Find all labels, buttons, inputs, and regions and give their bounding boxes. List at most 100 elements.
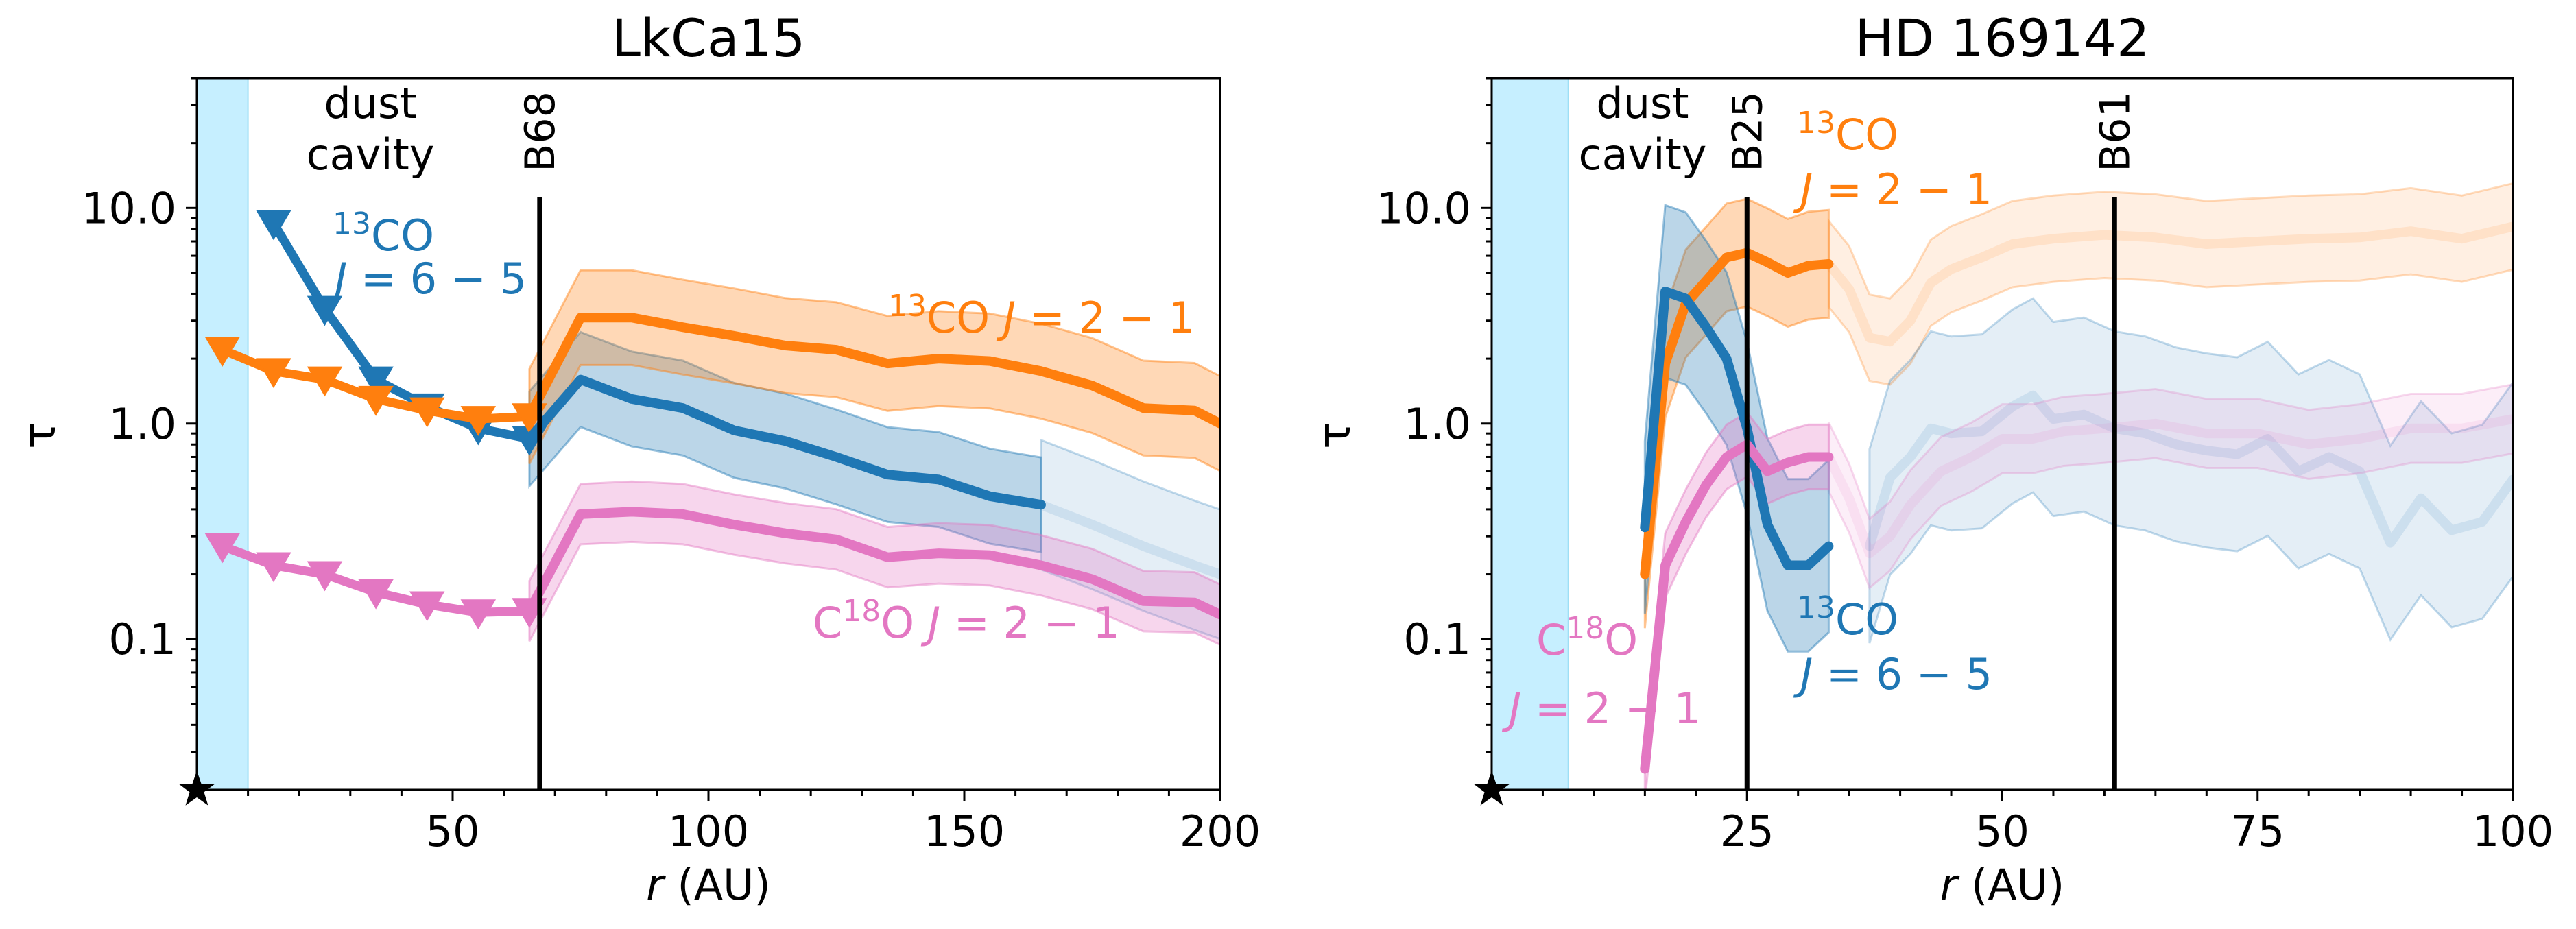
series-annotation-line2: J = 2 − 1	[1793, 165, 1992, 215]
faded-band-1	[1868, 297, 2513, 644]
panel-2: B25 B61 0.1 1.0 10.0 25 50 75 100 HD 169142 r (AU)…	[1308, 8, 2553, 910]
panel-1: B68 0.1 1.0 10.0 50 100 150 200 LkCa15 r (AU) τ dus…	[13, 8, 1261, 910]
x-tick-label: 75	[2230, 806, 2285, 856]
upper-limit-marker	[409, 591, 445, 622]
error-band-1	[1643, 204, 1830, 653]
y-axis-label: τ	[13, 422, 66, 449]
annotation-superscript: 13	[1797, 106, 1835, 141]
series-line-2	[524, 507, 1220, 620]
annotation-space	[990, 293, 1003, 343]
upper-limit-marker	[204, 337, 241, 367]
x-axis-label: r (AU)	[646, 860, 770, 910]
annotation-text: C	[1536, 615, 1566, 665]
x-axis-label-var: r	[646, 860, 666, 910]
series-annotation-co13_65: 13CO	[1797, 590, 1898, 644]
annotation-text: = 6 − 5	[1813, 649, 1992, 699]
series-annotation-line2: J = 2 − 1	[1501, 684, 1701, 734]
x-tick-label: 50	[1975, 806, 2029, 856]
chart-title: LkCa15	[612, 8, 806, 69]
series-line-1	[1640, 287, 1834, 570]
faded-line-0	[1036, 500, 1220, 579]
chart-title: HD 169142	[1855, 8, 2150, 69]
series-annotation-co13_21: 13CO J = 2 − 1	[888, 289, 1195, 343]
faded-line-2	[1824, 414, 2513, 559]
annotation-text: C	[813, 598, 842, 648]
x-tick-label: 100	[2472, 806, 2553, 856]
annotation-italic: J	[1793, 649, 1813, 699]
series-annotation-co13_65: 13CO	[333, 206, 434, 261]
dust-cavity-label: dust	[324, 78, 416, 128]
faded-line-0	[1824, 221, 2513, 347]
annotation-text: O	[881, 598, 914, 648]
annotation-italic: J	[1793, 165, 1813, 215]
upper-limit-marker	[409, 397, 445, 428]
ring-label-B68: B68	[516, 91, 564, 172]
ring-label-bg	[1724, 75, 1771, 189]
annotation-text: CO	[927, 293, 990, 343]
upper-limit-marker	[307, 366, 343, 397]
ring-label-B25: B25	[1724, 91, 1772, 172]
x-tick-label: 150	[924, 806, 1005, 856]
annotation-superscript: 13	[333, 206, 371, 241]
dust-cavity-region	[196, 77, 249, 791]
ring-label-bg	[2091, 75, 2138, 189]
plot-area	[1640, 182, 2513, 790]
annotation-text: = 2 − 1	[1813, 165, 1992, 215]
x-axis-label-unit: (AU)	[664, 860, 771, 910]
series-line-2	[1640, 439, 1834, 774]
annotation-superscript: 18	[1566, 611, 1604, 646]
upper-limit-marker	[307, 561, 343, 592]
upper-limit-marker	[358, 366, 394, 397]
y-axis-label: τ	[1308, 422, 1361, 449]
x-tick-label: 25	[1720, 806, 1774, 856]
x-tick-label: 50	[426, 806, 480, 856]
upper-limit-marker	[256, 210, 291, 241]
annotation-space	[914, 598, 928, 648]
upper-limit-marker	[204, 533, 241, 564]
annotation-text: CO	[371, 210, 434, 261]
faded-band-2	[1827, 383, 2513, 590]
upper-limit-marker	[256, 358, 291, 389]
y-tick-label: 10.0	[1376, 183, 1471, 233]
y-tick-label: 10.0	[82, 183, 176, 233]
annotation-superscript: 18	[842, 594, 881, 629]
series-line-0	[524, 374, 1046, 510]
annotation-text: O	[1604, 615, 1638, 665]
upper-limit-marker	[358, 385, 394, 416]
annotation-text: = 6 − 5	[347, 254, 527, 304]
series-line-1	[524, 313, 1220, 429]
error-band-1	[528, 269, 1220, 472]
annotation-superscript: 13	[1797, 590, 1835, 625]
series-annotation-co13_21: 13CO	[1797, 106, 1898, 160]
annotation-text: = 2 − 1	[1016, 293, 1195, 343]
y-tick-label: 1.0	[1403, 399, 1471, 449]
x-tick-label: 200	[1180, 806, 1261, 856]
faded-line-1	[1864, 390, 2513, 551]
y-tick-label: 0.1	[1403, 614, 1471, 664]
upper-limit-marker	[256, 552, 291, 583]
upper-limit-marker	[307, 295, 343, 326]
series-annotation-line2: J = 6 − 5	[327, 254, 527, 304]
annotation-text: CO	[1835, 110, 1898, 160]
x-axis-label-unit: (AU)	[1957, 860, 2064, 910]
series-annotation-line2: J = 6 − 5	[1793, 649, 1992, 699]
ring-label-bg	[516, 75, 563, 189]
x-tick-label: 100	[668, 806, 749, 856]
dust-cavity-label: cavity	[307, 130, 435, 180]
x-axis-label-var: r	[1940, 860, 1960, 910]
star-icon	[1473, 771, 1510, 806]
upper-limit-marker	[460, 406, 497, 436]
annotation-text: CO	[1835, 594, 1898, 644]
faded-band-0	[1827, 182, 2513, 386]
dust-cavity-label: cavity	[1579, 130, 1707, 180]
annotation-text: = 2 − 1	[1521, 684, 1701, 734]
plot-area	[204, 210, 1220, 647]
series-line-0	[1640, 248, 1834, 579]
series-annotation-c18o_21: C18O J = 2 − 1	[813, 594, 1120, 648]
y-tick-label: 0.1	[108, 614, 176, 664]
faded-band-0	[1040, 438, 1220, 640]
series-annotation-c18o_21: C18O	[1536, 611, 1638, 665]
upper-limit-marker	[358, 579, 394, 610]
star-icon	[178, 771, 215, 806]
